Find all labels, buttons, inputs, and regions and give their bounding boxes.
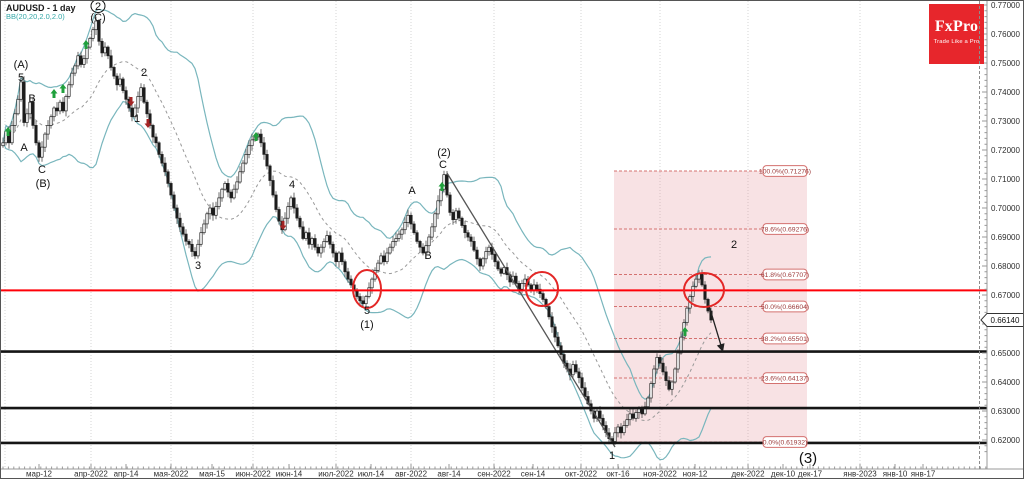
svg-text:окт-16: окт-16 — [606, 470, 630, 479]
svg-text:ноя-12: ноя-12 — [683, 470, 708, 479]
svg-text:мая-15: мая-15 — [199, 470, 225, 479]
svg-text:0.62000: 0.62000 — [991, 436, 1020, 445]
svg-text:дек-2022: дек-2022 — [731, 470, 765, 479]
svg-text:100.0%(0.71276): 100.0%(0.71276) — [759, 169, 811, 176]
svg-text:0.63000: 0.63000 — [991, 407, 1020, 416]
svg-text:1: 1 — [609, 450, 615, 462]
svg-text:2: 2 — [731, 239, 737, 251]
grid-lines — [4, 1, 861, 469]
svg-text:23.6%(0.64137): 23.6%(0.64137) — [761, 376, 809, 383]
price-axis[interactable]: 0.77000 0.76000 0.75000 0.74000 0.73000 0.720… — [982, 1, 1020, 469]
svg-text:2: 2 — [141, 67, 147, 79]
svg-text:сен-14: сен-14 — [521, 470, 546, 479]
svg-text:мар-12: мар-12 — [26, 470, 53, 479]
sell-arrow-icon — [127, 97, 135, 106]
chart-header: AUDUSD - 1 day BB(20,20,2.0,2.0) — [6, 3, 76, 22]
svg-text:(A): (A) — [14, 59, 29, 71]
chart-title: AUDUSD - 1 day — [6, 3, 76, 13]
svg-text:0.64000: 0.64000 — [991, 378, 1020, 387]
svg-text:5: 5 — [364, 305, 370, 317]
svg-text:0.66140: 0.66140 — [991, 316, 1020, 325]
svg-text:0.72000: 0.72000 — [991, 146, 1020, 155]
svg-text:B: B — [424, 250, 431, 262]
svg-text:июн-2022: июн-2022 — [235, 470, 271, 479]
svg-text:B: B — [28, 93, 35, 105]
svg-text:2: 2 — [95, 1, 101, 13]
buy-arrow-icon — [4, 127, 12, 136]
sell-arrow-icon — [144, 119, 152, 128]
svg-text:0.69000: 0.69000 — [991, 233, 1020, 242]
svg-text:(1): (1) — [360, 319, 373, 331]
svg-text:38.2%(0.65501): 38.2%(0.65501) — [761, 336, 809, 343]
svg-text:0.67000: 0.67000 — [991, 291, 1020, 300]
fibonacci-labels[interactable]: 100.0%(0.71276) 78.6%(0.69276) 61.8%(0.677… — [759, 165, 811, 448]
svg-text:(2): (2) — [437, 147, 450, 159]
svg-text:апр-2022: апр-2022 — [74, 470, 108, 479]
highlight-circles[interactable] — [352, 269, 725, 309]
svg-text:(B): (B) — [36, 178, 51, 190]
trend-line[interactable] — [446, 172, 616, 448]
svg-text:0.77000: 0.77000 — [991, 1, 1020, 10]
signal-markers — [4, 40, 689, 336]
svg-text:апр-14: апр-14 — [114, 470, 139, 479]
svg-text:авг-14: авг-14 — [437, 470, 461, 479]
svg-text:(C): (C) — [90, 12, 105, 24]
svg-text:78.6%(0.69276): 78.6%(0.69276) — [761, 227, 809, 234]
buy-arrow-icon — [50, 89, 58, 98]
svg-text:A: A — [20, 142, 28, 154]
sell-arrow-icon — [279, 221, 287, 230]
svg-text:янв-2023: янв-2023 — [843, 470, 877, 479]
svg-text:(3): (3) — [799, 450, 817, 467]
svg-text:авг-2022: авг-2022 — [395, 470, 428, 479]
svg-text:50.0%(0.66604): 50.0%(0.66604) — [761, 304, 809, 311]
svg-text:0.68000: 0.68000 — [991, 262, 1020, 271]
current-price-tag: 0.66140 — [980, 312, 1023, 327]
horizontal-lines[interactable] — [1, 289, 987, 445]
buy-arrow-icon — [82, 40, 90, 49]
svg-text:0.76000: 0.76000 — [991, 30, 1020, 39]
buy-arrow-icon — [252, 132, 260, 141]
candles[interactable] — [1, 16, 713, 445]
svg-text:дек-17: дек-17 — [798, 470, 823, 479]
svg-text:C: C — [38, 164, 46, 176]
svg-text:июл-14: июл-14 — [358, 470, 385, 479]
svg-text:июл-2022: июл-2022 — [318, 470, 354, 479]
time-axis[interactable]: мар-12 апр-2022 апр-14 мая-2022 мая-15 июн-20… — [1, 464, 1024, 479]
svg-text:дек-10: дек-10 — [771, 470, 796, 479]
fxpro-logo-text: FxPro — [934, 18, 979, 35]
svg-text:янв-17: янв-17 — [911, 470, 936, 479]
svg-text:1: 1 — [134, 113, 140, 125]
svg-text:0.65000: 0.65000 — [991, 349, 1020, 358]
fxpro-tagline: Trade Like a Pro — [933, 39, 980, 45]
svg-text:янв-10: янв-10 — [883, 470, 908, 479]
buy-arrow-icon — [59, 84, 67, 93]
buy-arrow-icon — [681, 327, 689, 336]
svg-text:A: A — [408, 185, 416, 197]
svg-text:3: 3 — [195, 260, 201, 272]
indicator-label[interactable]: BB(20,20,2.0,2.0) — [6, 12, 65, 22]
fxpro-logo: FxPro Trade Like a Pro — [929, 4, 984, 64]
svg-text:окт-2022: окт-2022 — [565, 470, 598, 479]
buy-arrow-icon — [438, 182, 446, 191]
svg-text:0.70000: 0.70000 — [991, 204, 1020, 213]
bollinger-bands — [2, 8, 712, 461]
svg-text:июн-14: июн-14 — [276, 470, 303, 479]
svg-text:0.73000: 0.73000 — [991, 117, 1020, 126]
svg-text:0.0%(0.61932): 0.0%(0.61932) — [763, 440, 808, 447]
svg-text:C: C — [439, 159, 447, 171]
svg-text:сен-2022: сен-2022 — [477, 470, 511, 479]
svg-text:61.8%(0.67707): 61.8%(0.67707) — [761, 272, 809, 279]
last-bar-dashed-line — [979, 1, 980, 469]
svg-text:0.71000: 0.71000 — [991, 175, 1020, 184]
svg-text:0.75000: 0.75000 — [991, 59, 1020, 68]
svg-text:ноя-2022: ноя-2022 — [643, 470, 677, 479]
svg-text:5: 5 — [18, 72, 24, 84]
svg-text:0.74000: 0.74000 — [991, 88, 1020, 97]
svg-text:мая-2022: мая-2022 — [154, 470, 189, 479]
svg-text:4: 4 — [289, 179, 295, 191]
